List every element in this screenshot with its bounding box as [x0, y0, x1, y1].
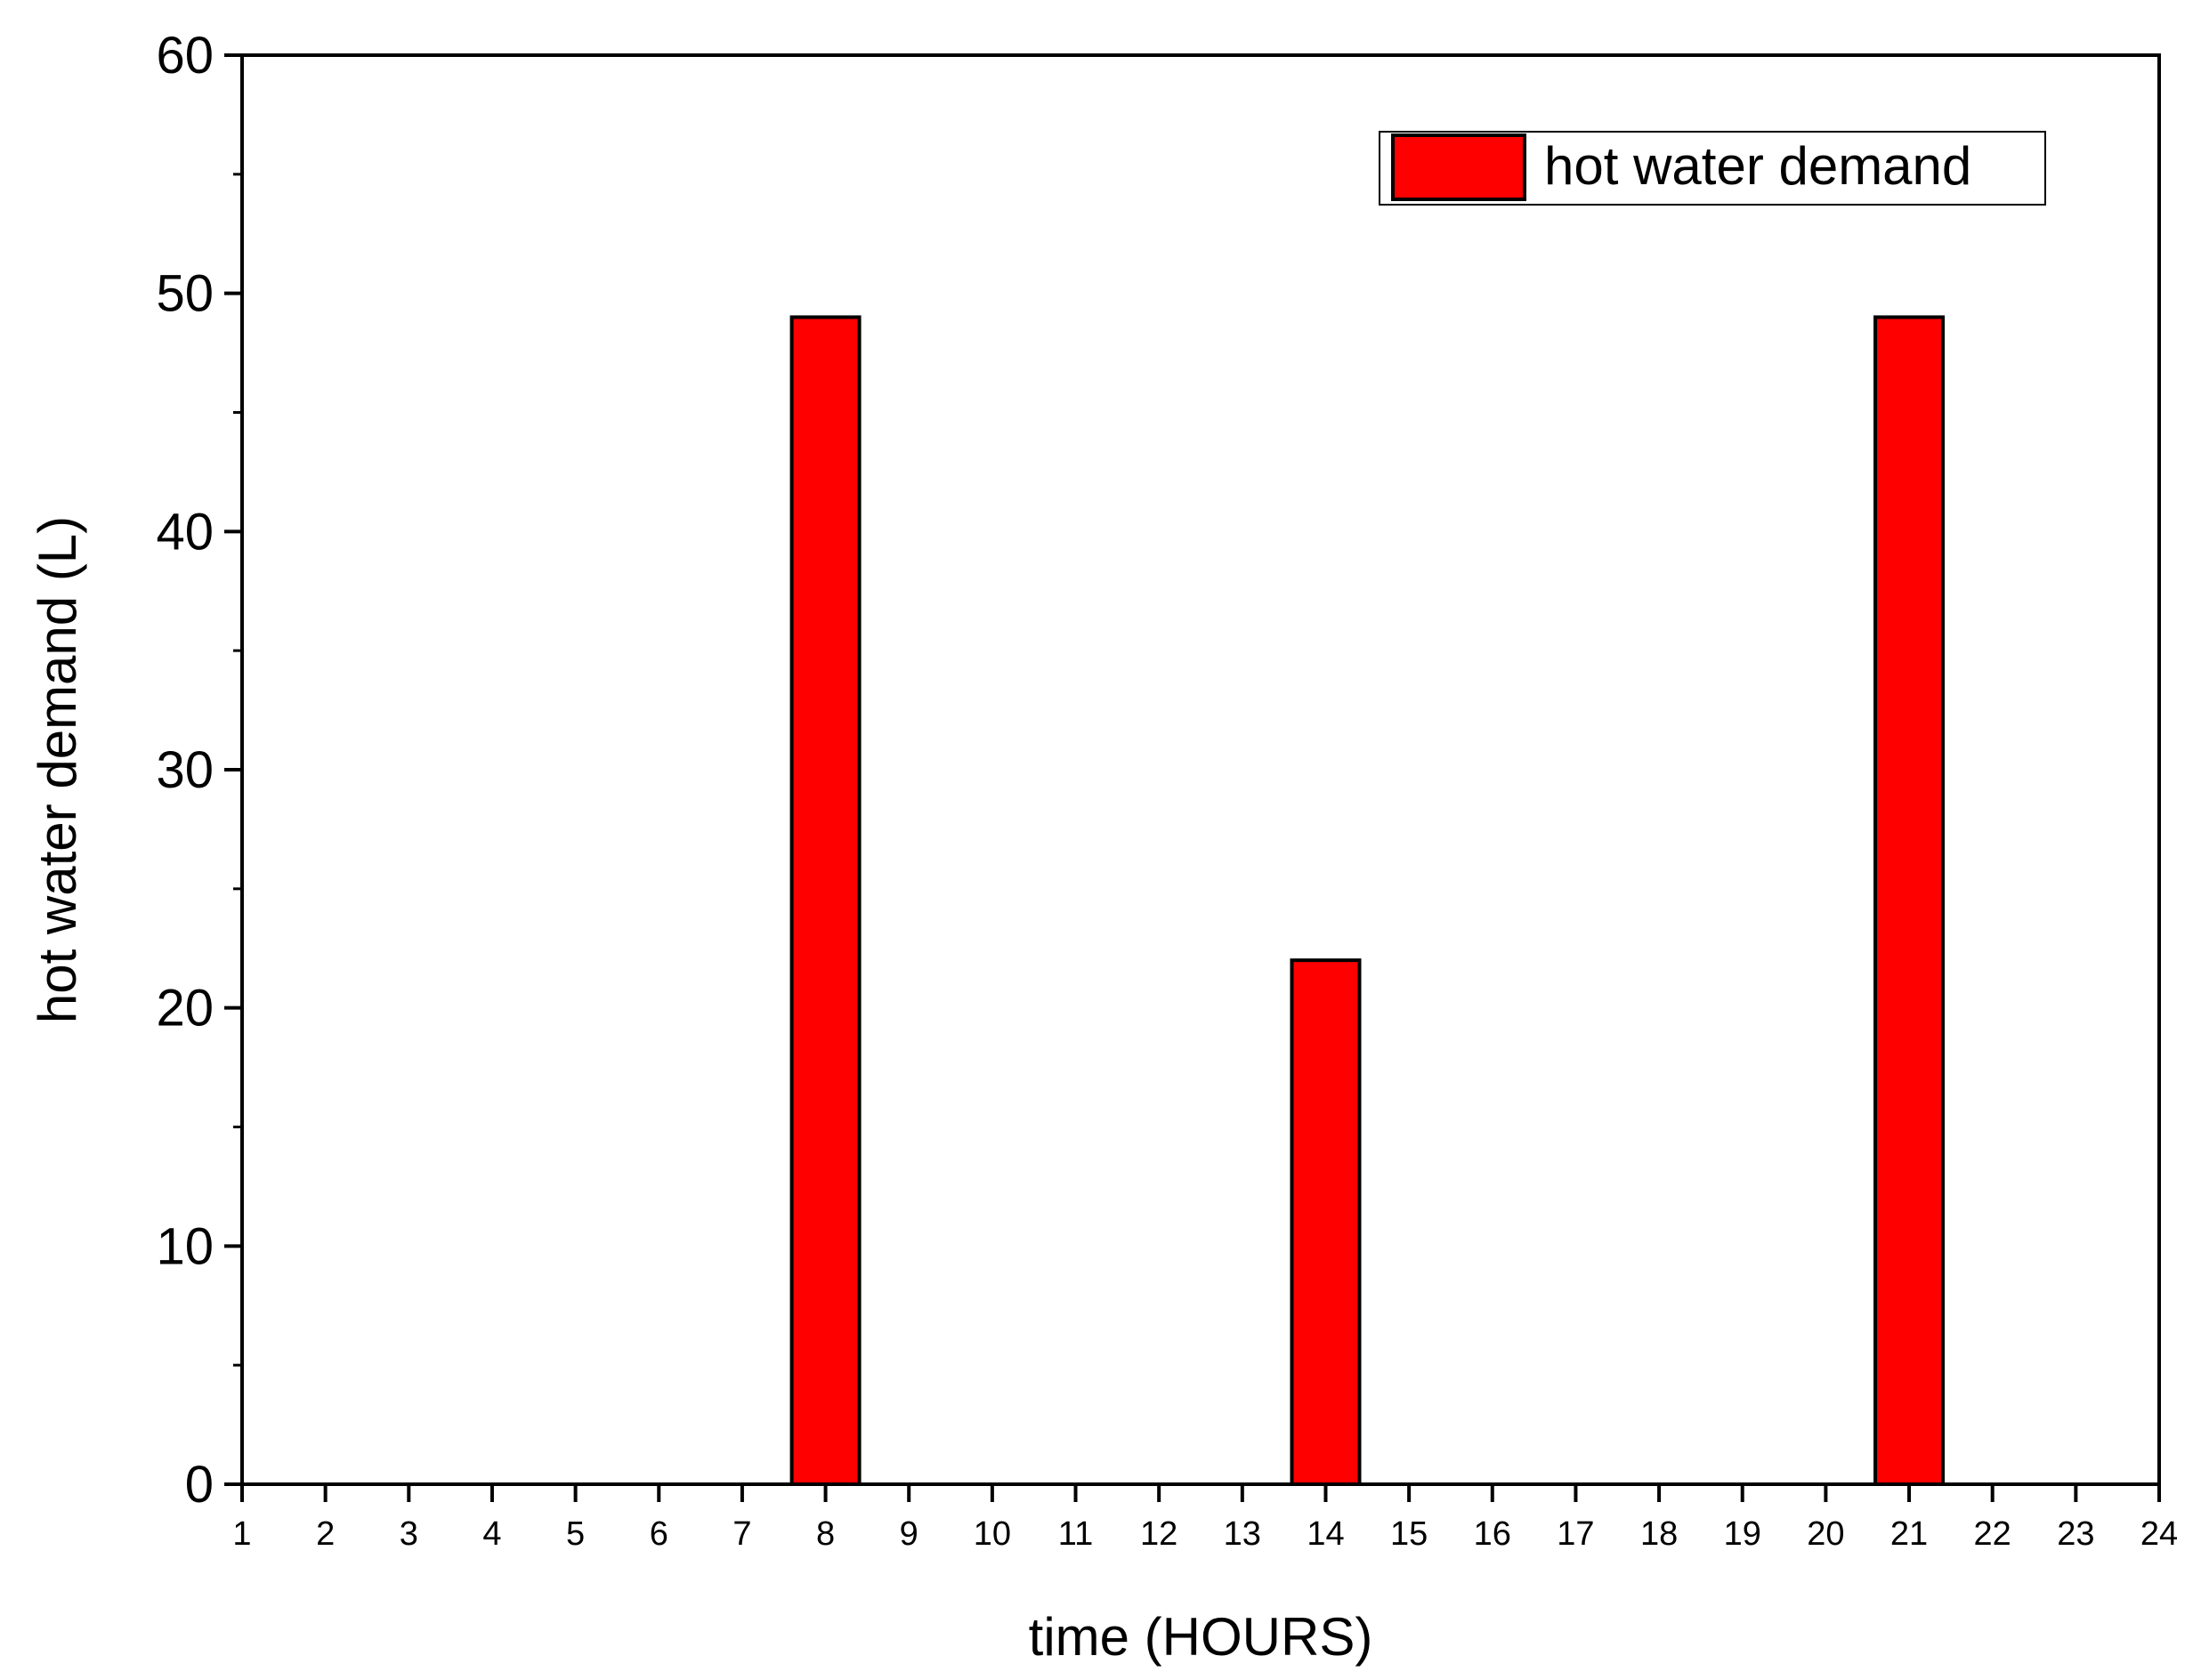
x-tick-label: 21	[1890, 1515, 1928, 1553]
x-tick-label: 6	[650, 1515, 668, 1553]
bar-hour-21	[1873, 315, 1946, 1486]
legend: hot water demand	[1379, 131, 2046, 206]
x-tick-label: 22	[1974, 1515, 2011, 1553]
x-tick-label: 17	[1557, 1515, 1594, 1553]
x-tick-label: 8	[816, 1515, 835, 1553]
y-tick-label: 0	[185, 1456, 214, 1514]
x-tick-label: 1	[232, 1515, 251, 1553]
legend-label: hot water demand	[1544, 136, 1971, 196]
bars-layer	[789, 315, 1946, 1486]
bar-hour-14	[1290, 958, 1362, 1486]
x-tick-label: 7	[732, 1515, 751, 1553]
x-axis: 1 2 3 4 5 6 7 8 9 10 11 12 13 14 15 16 17 18 19 20 21 22 23 24	[232, 1484, 2178, 1553]
x-tick-label: 9	[900, 1515, 918, 1553]
x-tick-label: 18	[1640, 1515, 1678, 1553]
x-tick-label: 12	[1140, 1515, 1177, 1553]
y-axis: 0 10 20 30 40 50 60	[156, 27, 242, 1514]
x-tick-label: 3	[400, 1515, 418, 1553]
y-axis-title: hot water demand (L)	[28, 516, 87, 1023]
x-tick-label: 11	[1058, 1515, 1093, 1553]
y-tick-label: 20	[156, 980, 214, 1038]
x-tick-label: 14	[1307, 1515, 1344, 1553]
x-tick-label: 19	[1724, 1515, 1761, 1553]
y-tick-label: 50	[156, 265, 214, 323]
x-tick-label: 16	[1474, 1515, 1511, 1553]
x-tick-label: 23	[2057, 1515, 2094, 1553]
y-tick-label: 60	[156, 27, 214, 85]
x-tick-label: 10	[974, 1515, 1011, 1553]
y-tick-label: 40	[156, 503, 214, 561]
x-tick-label: 13	[1224, 1515, 1261, 1553]
y-tick-label: 10	[156, 1217, 214, 1275]
x-tick-label: 15	[1390, 1515, 1428, 1553]
x-axis-title: time (HOURS)	[1029, 1607, 1373, 1667]
legend-swatch	[1391, 133, 1526, 201]
bar-hour-8	[789, 315, 862, 1486]
y-tick-label: 30	[156, 741, 214, 799]
x-tick-label: 20	[1807, 1515, 1844, 1553]
x-tick-label: 24	[2140, 1515, 2178, 1553]
x-tick-label: 2	[316, 1515, 335, 1553]
x-tick-label: 5	[566, 1515, 585, 1553]
x-tick-label: 4	[482, 1515, 501, 1553]
